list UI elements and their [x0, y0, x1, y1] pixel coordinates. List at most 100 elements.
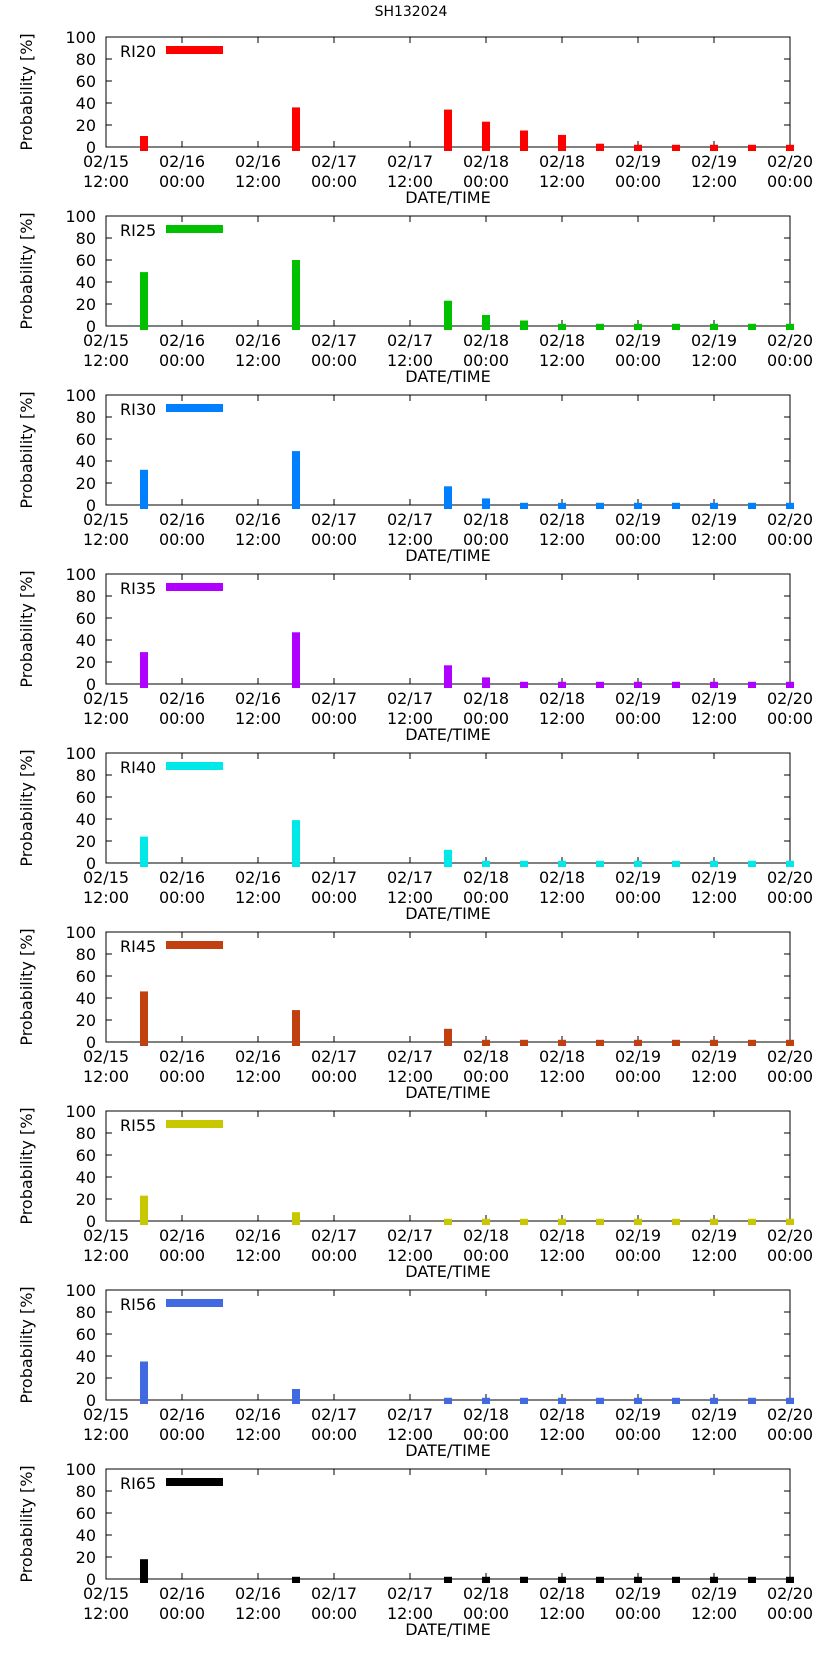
x-axis-label: DATE/TIME	[405, 1620, 490, 1639]
bar-ri45	[520, 1039, 528, 1046]
bar-ri55	[710, 1218, 718, 1225]
bar-ri35	[558, 681, 566, 688]
bar-ri65	[558, 1576, 566, 1583]
y-tick-label: 60	[76, 609, 96, 628]
y-tick-label: 40	[76, 631, 96, 650]
y-axis-label: Probability [%]	[17, 1107, 36, 1224]
y-tick-label: 100	[65, 386, 96, 405]
x-tick-date: 02/19	[615, 1047, 661, 1066]
y-tick-label: 80	[76, 229, 96, 248]
x-axis-label: DATE/TIME	[405, 367, 490, 386]
x-tick-time: 12:00	[539, 530, 585, 549]
x-tick-time: 00:00	[159, 530, 205, 549]
bar-ri25	[634, 323, 642, 330]
x-tick-time: 00:00	[463, 351, 509, 370]
bar-ri20	[444, 109, 452, 151]
x-tick-date: 02/18	[539, 1405, 585, 1424]
chart-panel-ri30: 02040608010002/1512:0002/1600:0002/1612:…	[17, 386, 813, 565]
bar-ri56	[786, 1397, 794, 1404]
x-tick-date: 02/16	[159, 1405, 205, 1424]
y-tick-label: 80	[76, 408, 96, 427]
x-tick-date: 02/18	[539, 152, 585, 171]
x-tick-date: 02/18	[539, 868, 585, 887]
y-tick-label: 0	[86, 1570, 96, 1589]
x-tick-time: 00:00	[463, 888, 509, 907]
x-tick-date: 02/15	[83, 152, 129, 171]
y-tick-label: 20	[76, 832, 96, 851]
x-tick-time: 12:00	[83, 172, 129, 191]
bar-ri20	[672, 144, 680, 151]
bar-ri30	[482, 498, 490, 509]
x-tick-date: 02/17	[387, 689, 433, 708]
x-tick-date: 02/17	[311, 152, 357, 171]
x-tick-time: 12:00	[235, 1246, 281, 1265]
bar-ri65	[482, 1576, 490, 1583]
bar-ri45	[710, 1039, 718, 1046]
bar-ri25	[558, 323, 566, 330]
x-tick-time: 00:00	[311, 1425, 357, 1444]
x-tick-date: 02/17	[387, 1226, 433, 1245]
x-tick-date: 02/16	[159, 868, 205, 887]
bar-ri25	[444, 300, 452, 330]
x-axis-label: DATE/TIME	[405, 904, 490, 923]
legend-label: RI35	[120, 579, 156, 598]
bar-ri35	[634, 681, 642, 688]
bar-ri20	[140, 136, 148, 151]
bar-ri30	[520, 502, 528, 509]
y-tick-label: 0	[86, 317, 96, 336]
x-tick-time: 12:00	[235, 1425, 281, 1444]
x-tick-date: 02/18	[539, 1226, 585, 1245]
bar-ri40	[748, 860, 756, 867]
y-tick-label: 20	[76, 116, 96, 135]
x-tick-time: 00:00	[311, 1246, 357, 1265]
x-tick-date: 02/18	[463, 152, 509, 171]
bar-ri40	[444, 849, 452, 867]
bar-ri35	[444, 665, 452, 688]
x-tick-time: 00:00	[767, 709, 813, 728]
y-axis-label: Probability [%]	[17, 749, 36, 866]
x-tick-time: 12:00	[387, 1425, 433, 1444]
x-tick-time: 00:00	[159, 1246, 205, 1265]
x-tick-time: 00:00	[159, 1067, 205, 1086]
y-axis-label: Probability [%]	[17, 33, 36, 150]
legend-label: RI40	[120, 758, 156, 777]
x-tick-time: 00:00	[463, 1067, 509, 1086]
x-tick-date: 02/16	[235, 331, 281, 350]
chart-panel-ri35: 02040608010002/1512:0002/1600:0002/1612:…	[17, 565, 813, 744]
x-tick-date: 02/17	[311, 1405, 357, 1424]
x-tick-time: 12:00	[691, 888, 737, 907]
x-tick-time: 12:00	[539, 1604, 585, 1623]
y-tick-label: 0	[86, 496, 96, 515]
y-tick-label: 40	[76, 452, 96, 471]
x-tick-time: 00:00	[767, 1067, 813, 1086]
x-axis-label: DATE/TIME	[405, 546, 490, 565]
x-tick-date: 02/16	[235, 1405, 281, 1424]
x-tick-date: 02/17	[311, 331, 357, 350]
x-tick-time: 00:00	[159, 888, 205, 907]
x-tick-date: 02/16	[235, 1584, 281, 1603]
x-tick-date: 02/16	[235, 689, 281, 708]
x-axis-label: DATE/TIME	[405, 1262, 490, 1281]
y-tick-label: 20	[76, 474, 96, 493]
x-tick-date: 02/20	[767, 152, 813, 171]
x-tick-time: 00:00	[615, 351, 661, 370]
x-tick-time: 12:00	[539, 1425, 585, 1444]
x-tick-date: 02/18	[463, 1226, 509, 1245]
bar-ri20	[596, 143, 604, 151]
x-tick-time: 00:00	[159, 351, 205, 370]
bar-ri20	[710, 144, 718, 151]
x-tick-date: 02/17	[387, 331, 433, 350]
x-tick-time: 12:00	[235, 530, 281, 549]
x-tick-date: 02/19	[615, 1584, 661, 1603]
bar-ri56	[292, 1389, 300, 1404]
x-tick-date: 02/16	[235, 1226, 281, 1245]
x-tick-time: 00:00	[159, 1425, 205, 1444]
bar-ri45	[558, 1039, 566, 1046]
y-tick-label: 40	[76, 94, 96, 113]
x-tick-date: 02/16	[235, 510, 281, 529]
x-tick-date: 02/20	[767, 1226, 813, 1245]
legend-swatch	[166, 941, 223, 949]
bar-ri35	[596, 681, 604, 688]
bar-ri55	[672, 1218, 680, 1225]
